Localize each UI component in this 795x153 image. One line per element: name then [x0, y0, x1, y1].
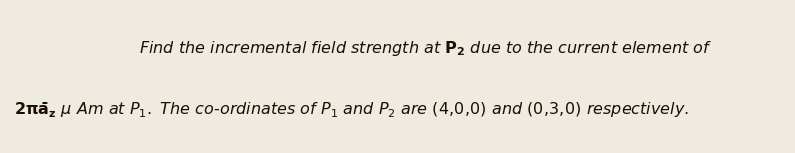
- Text: $\mathbf{2\pi\bar{a}_z}$$\mathbf{\mathit{\ \mu\ Am\ at\ P_1.\ The\ co\text{-}ord: $\mathbf{2\pi\bar{a}_z}$$\mathbf{\mathit…: [14, 100, 689, 120]
- Text: $\mathbf{\mathit{Find\ the\ incremental\ field\ strength\ at\ }}$$\mathbf{P_2}$$: $\mathbf{\mathit{Find\ the\ incremental\…: [139, 39, 712, 58]
